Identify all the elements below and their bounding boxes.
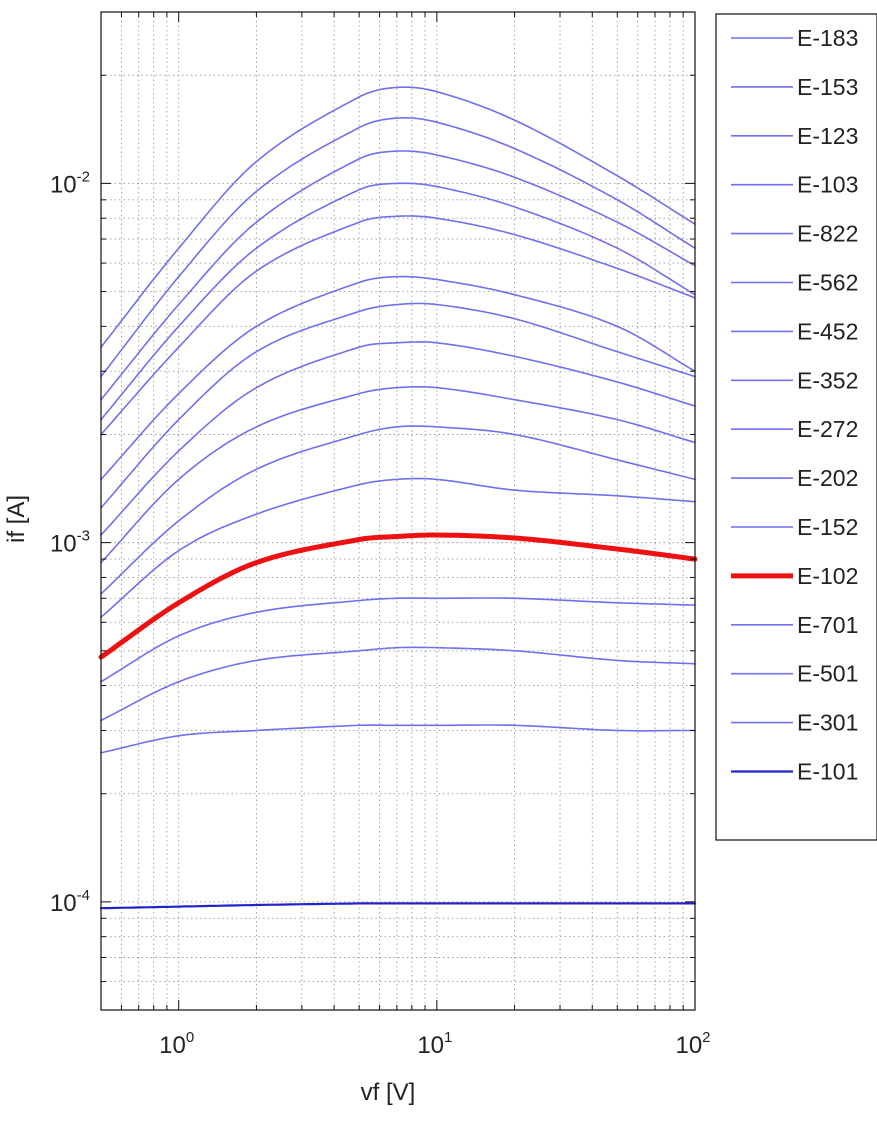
- legend: E-183 E-153 E-123 E-103 E-822 E-562 E-452 E-352…: [716, 14, 877, 840]
- legend-label: E-822: [797, 221, 858, 247]
- legend-label: E-272: [797, 416, 858, 442]
- legend-label: E-562: [797, 270, 858, 296]
- legend-label: E-183: [797, 25, 858, 51]
- legend-label: E-153: [797, 74, 858, 100]
- legend-label: E-103: [797, 172, 858, 198]
- legend-label: E-501: [797, 661, 858, 687]
- legend-label: E-301: [797, 710, 858, 736]
- legend-label: E-452: [797, 318, 858, 344]
- legend-label: E-152: [797, 514, 858, 540]
- legend-label: E-102: [797, 563, 858, 589]
- legend-label: E-701: [797, 612, 858, 638]
- x-axis-label: vf [V]: [361, 1079, 416, 1106]
- legend-label: E-202: [797, 465, 858, 491]
- legend-label: E-352: [797, 367, 858, 393]
- legend-label: E-101: [797, 759, 858, 785]
- y-axis-label: if [A]: [3, 495, 30, 543]
- legend-label: E-123: [797, 123, 858, 149]
